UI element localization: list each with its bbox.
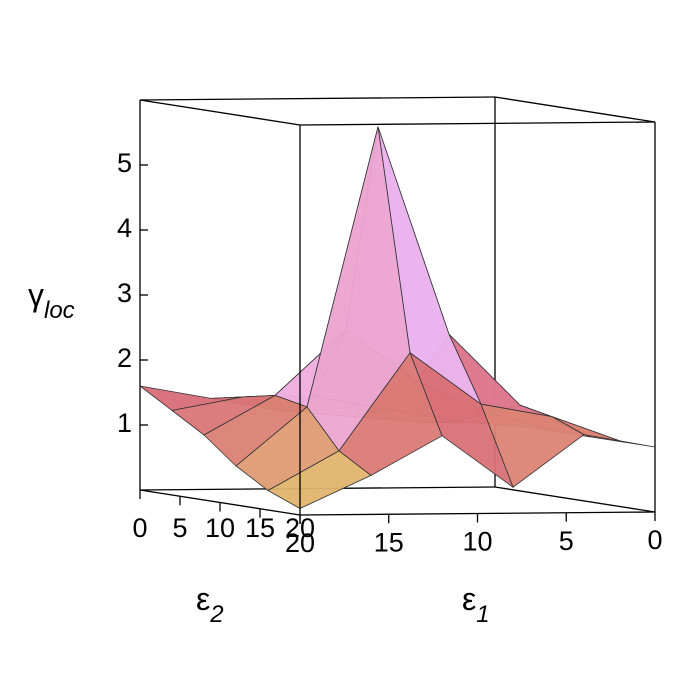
z-label-symbol: γ <box>28 277 44 313</box>
box-edge <box>139 99 301 126</box>
box-edge <box>494 486 656 513</box>
z-tick-label: 1 <box>117 408 132 438</box>
x-label-symbol: ε <box>462 581 476 617</box>
z-axis-label: γloc <box>28 277 75 324</box>
z-tick-label: 4 <box>117 213 132 243</box>
y-tick-label: 10 <box>205 513 235 543</box>
z-tick-label: 2 <box>117 343 132 373</box>
y-label-subscript: 2 <box>209 601 223 628</box>
x-axis-label: ε1 <box>462 581 490 628</box>
y-tick-label: 0 <box>132 513 147 543</box>
y-label-symbol: ε <box>196 581 210 617</box>
x-tick-label: 5 <box>559 526 574 556</box>
z-tick-label: 3 <box>117 278 132 308</box>
x-label-subscript: 1 <box>476 601 489 628</box>
y-axis-label: ε2 <box>196 581 224 628</box>
x-tick-label: 0 <box>647 525 662 555</box>
y-tick-label: 5 <box>172 513 187 543</box>
surface <box>139 126 656 509</box>
box-edge <box>494 96 656 123</box>
z-tick-label: 5 <box>117 148 132 178</box>
labels: γloc ε2 ε1 <box>28 277 490 628</box>
x-tick-label: 15 <box>374 527 404 557</box>
box-edge <box>299 121 656 126</box>
box-edge <box>139 96 496 101</box>
x-tick-label: 20 <box>285 528 315 558</box>
x-tick-label: 10 <box>462 527 492 557</box>
y-tick-label: 15 <box>245 513 275 543</box>
y-tick-label: 20 <box>285 513 315 543</box>
z-label-subscript: loc <box>44 297 75 324</box>
